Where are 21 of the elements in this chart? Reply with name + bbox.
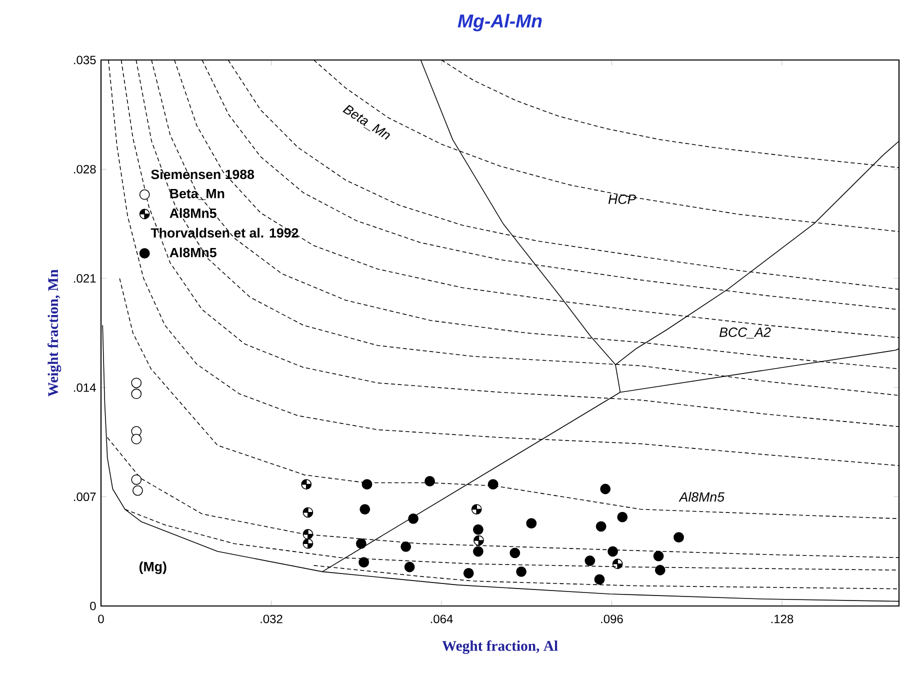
y-tick-label: .021 <box>74 274 96 283</box>
y-tick-label: .014 <box>74 383 96 392</box>
x-tick-label: .128 <box>771 614 794 624</box>
y-axis-title: Weight fraction, Mn <box>48 269 62 397</box>
legend-label: Al8Mn5 <box>170 208 216 218</box>
y-tick-label: 0 <box>90 602 96 610</box>
annotation: Thorvaldsen et al. 1992 <box>150 228 298 238</box>
x-tick-label: .096 <box>601 614 623 624</box>
x-tick-label: .032 <box>260 614 282 624</box>
y-tick-label: .028 <box>74 164 96 174</box>
annotation: HCP <box>608 194 636 204</box>
chart-title: Mg-Al-Mn <box>458 14 542 32</box>
x-tick-label: .064 <box>430 614 453 624</box>
legend-label: Al8Mn5 <box>170 247 216 258</box>
annotation: BCC_A2 <box>719 328 771 338</box>
y-tick-label: .035 <box>74 56 96 64</box>
annotation: (Mg) <box>139 562 166 574</box>
y-tick-label: .007 <box>74 492 96 502</box>
x-axis-title: Weght fraction, Al <box>442 640 558 654</box>
x-tick-label: 0 <box>98 614 104 624</box>
annotation: Al8Mn5 <box>678 492 725 502</box>
